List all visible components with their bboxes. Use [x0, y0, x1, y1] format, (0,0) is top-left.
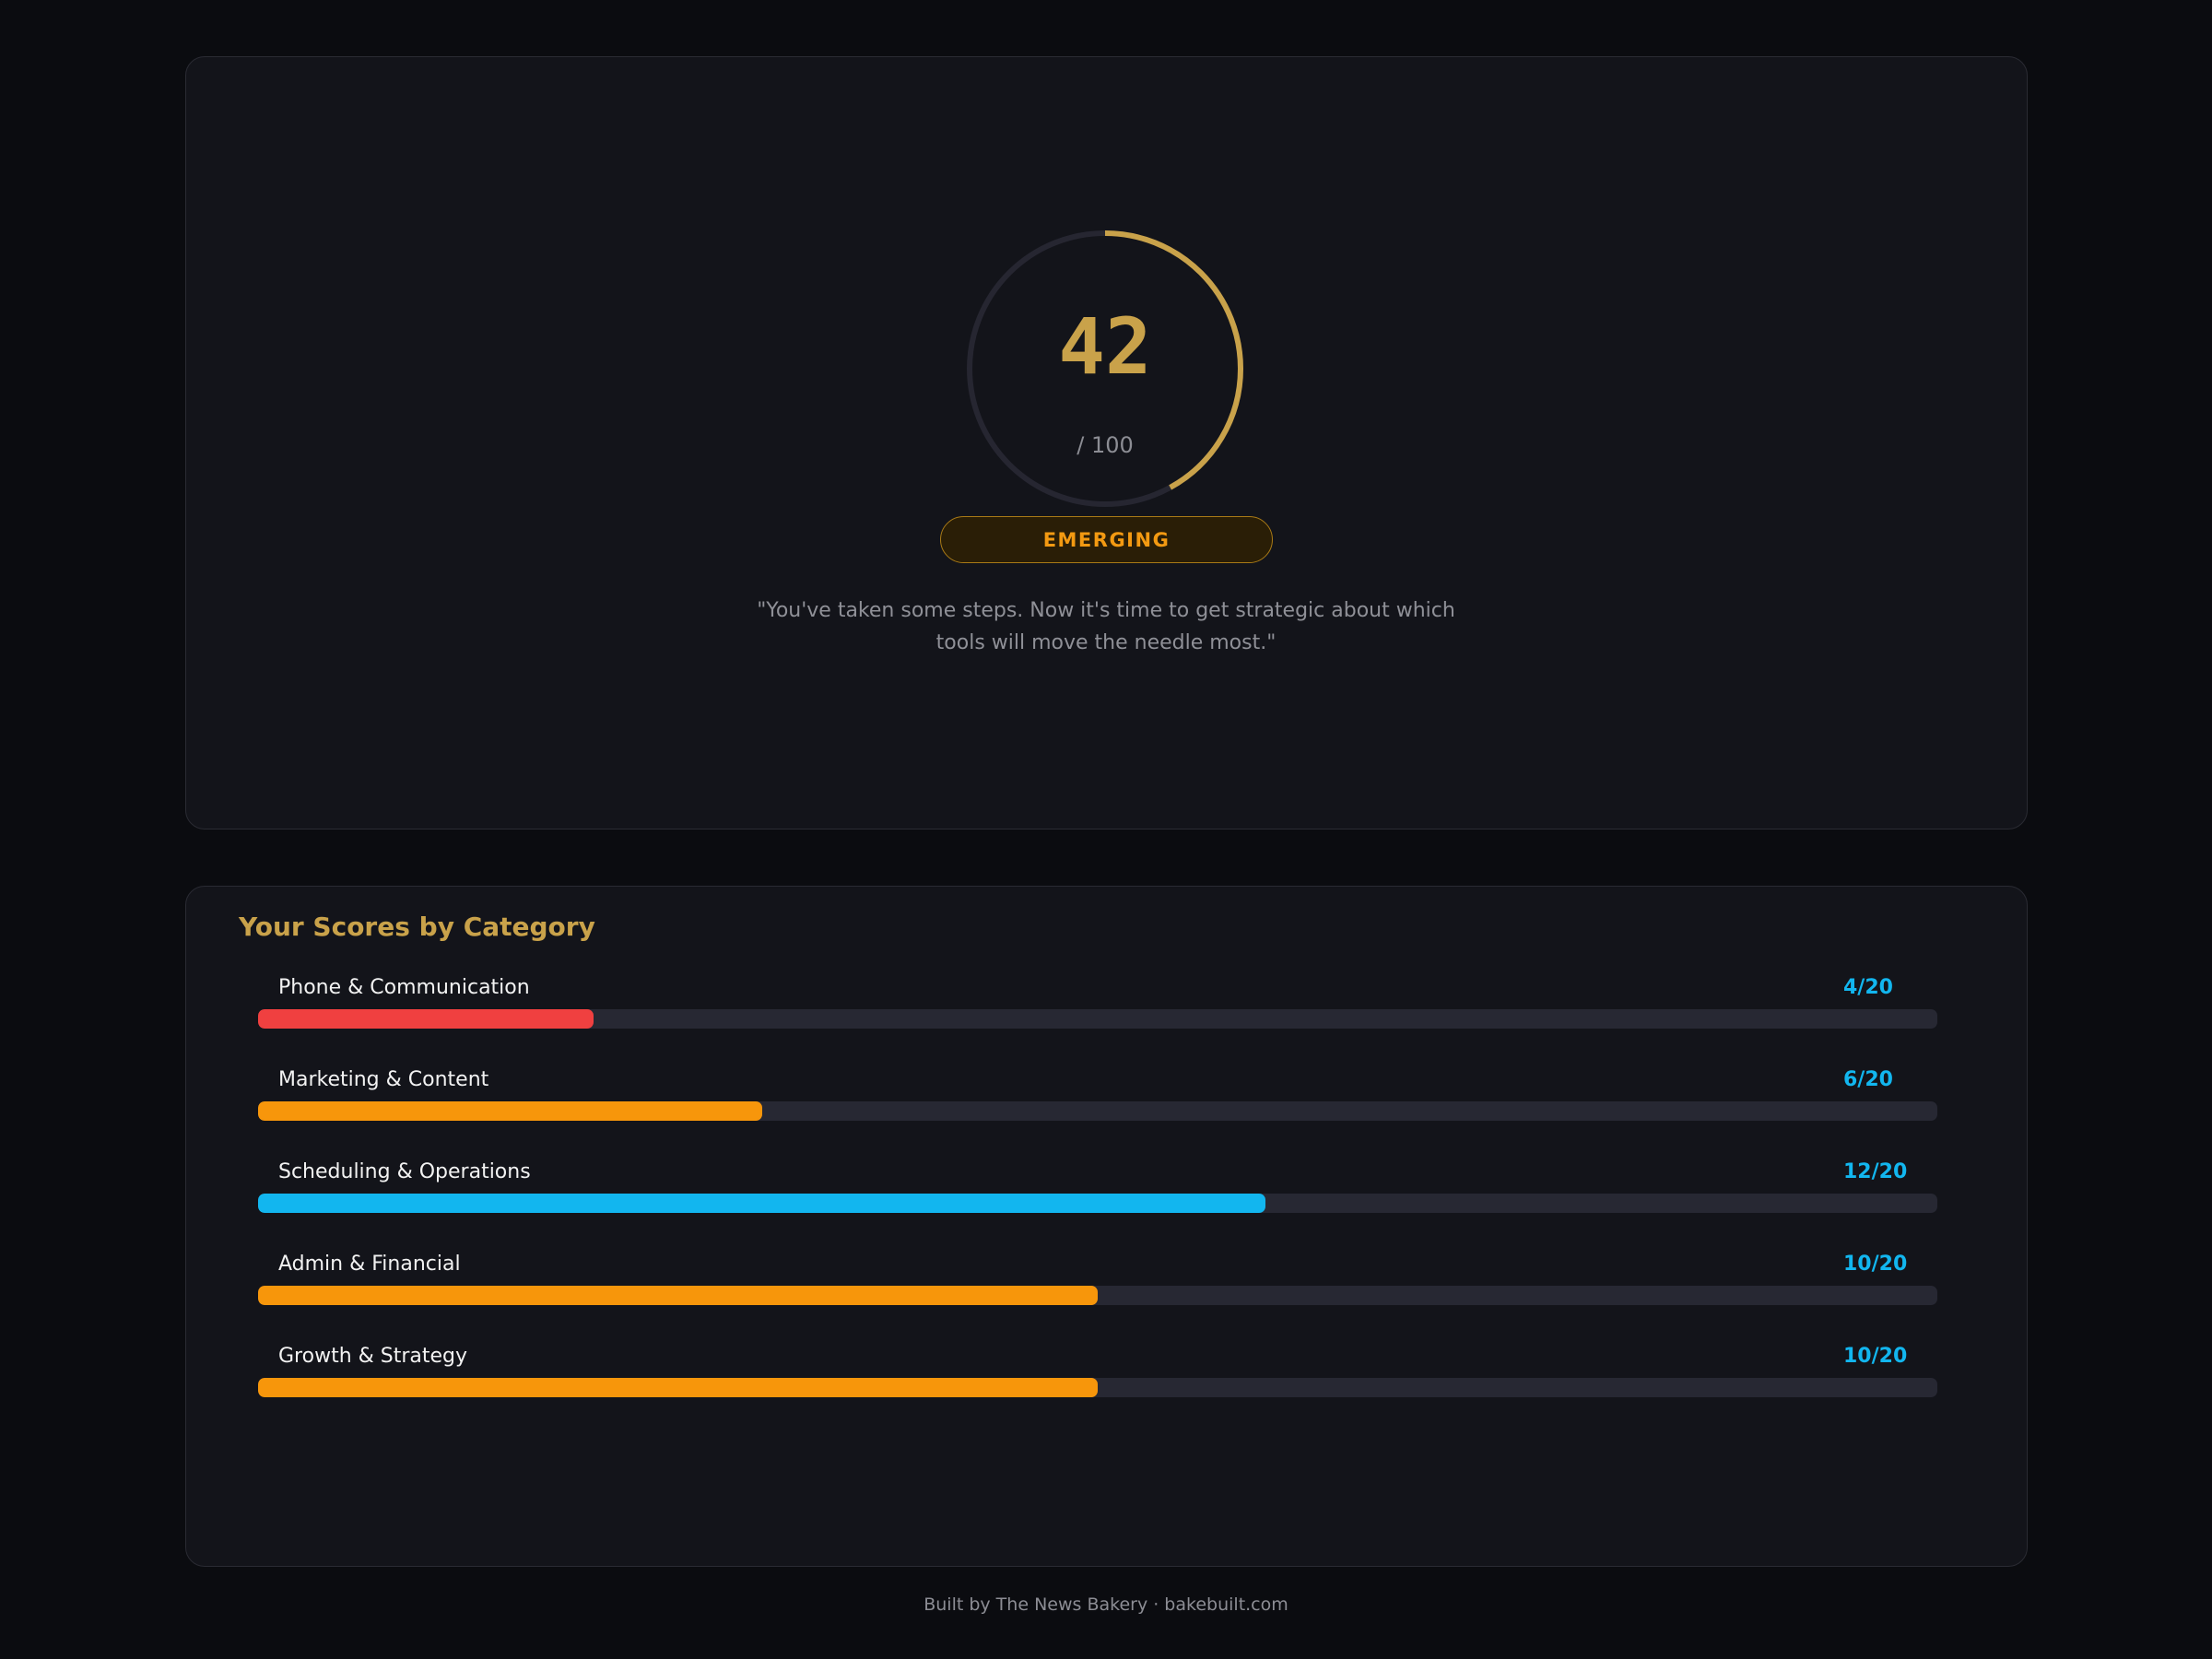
category-row-admin: Admin & Financial 10/20: [258, 1253, 1937, 1312]
progress-track: [258, 1101, 1937, 1121]
category-scores-card: [185, 886, 2028, 1567]
score-max-label: / 100: [1077, 432, 1134, 458]
level-badge: EMERGING: [940, 516, 1273, 563]
progress-fill: [258, 1286, 1098, 1305]
progress-fill: [258, 1009, 594, 1029]
score-ring-progress: [967, 230, 1243, 507]
category-label: Marketing & Content: [258, 1068, 488, 1091]
category-label: Admin & Financial: [258, 1253, 461, 1276]
progress-fill: [258, 1194, 1266, 1213]
overall-score-card: [185, 56, 2028, 830]
category-row-scheduling: Scheduling & Operations 12/20: [258, 1160, 1937, 1219]
category-row-phone: Phone & Communication 4/20: [258, 976, 1937, 1035]
progress-fill: [258, 1101, 762, 1121]
category-score: 6/20: [1843, 1068, 1893, 1091]
category-score: 4/20: [1843, 976, 1893, 999]
score-value: 42: [1058, 301, 1152, 392]
progress-track: [258, 1194, 1937, 1213]
category-score: 10/20: [1843, 1345, 1908, 1368]
category-name: Marketing & Content: [278, 1068, 489, 1091]
progress-track: [258, 1286, 1937, 1305]
section-title: Your Scores by Category: [239, 912, 595, 942]
category-score: 12/20: [1843, 1160, 1908, 1183]
score-quote: "You've taken some steps. Now it's time …: [757, 599, 1455, 654]
progress-track: [258, 1378, 1937, 1397]
category-name: Admin & Financial: [278, 1253, 461, 1276]
score-gauge: 42 / 100: [964, 228, 1246, 510]
category-name: Growth & Strategy: [278, 1345, 468, 1368]
category-row-growth: Growth & Strategy 10/20: [258, 1345, 1937, 1404]
category-name: Scheduling & Operations: [278, 1160, 531, 1183]
footer-credit: Built by The News Bakery · bakebuilt.com: [924, 1594, 1288, 1615]
category-label: Phone & Communication: [258, 976, 530, 999]
category-row-marketing: Marketing & Content 6/20: [258, 1068, 1937, 1127]
category-label: Scheduling & Operations: [258, 1160, 531, 1183]
progress-track: [258, 1009, 1937, 1029]
score-ring: [967, 230, 1243, 507]
category-score: 10/20: [1843, 1253, 1908, 1276]
progress-fill: [258, 1378, 1098, 1397]
category-label: Growth & Strategy: [258, 1345, 467, 1368]
category-name: Phone & Communication: [278, 976, 530, 999]
